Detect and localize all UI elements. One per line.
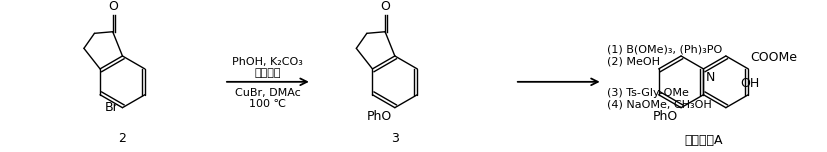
Text: 100 ℃: 100 ℃ [250,99,286,109]
Text: (2) MeOH: (2) MeOH [607,57,660,67]
Text: O: O [380,0,390,13]
Text: CuBr, DMAc: CuBr, DMAc [235,88,301,98]
Text: PhOH, K₂CO₃: PhOH, K₂CO₃ [232,57,304,67]
Text: PhO: PhO [653,111,678,123]
Text: 乙酸丙酮: 乙酸丙酮 [255,68,281,78]
Text: OH: OH [740,77,760,90]
Text: N: N [706,71,715,84]
Text: PhO: PhO [367,111,392,123]
Text: COOMe: COOMe [750,51,797,64]
Text: 3: 3 [391,132,399,145]
Text: (4) NaOMe, CH₃OH: (4) NaOMe, CH₃OH [607,100,712,110]
Text: (1) B(OMe)₃, (Ph)₃PO: (1) B(OMe)₃, (Ph)₃PO [607,45,723,55]
Text: 有关物质A: 有关物质A [684,134,723,147]
Text: O: O [108,0,117,13]
Text: 2: 2 [118,132,127,145]
Text: (3) Ts-Gly-OMe: (3) Ts-Gly-OMe [607,88,689,98]
Text: Br: Br [105,101,119,114]
